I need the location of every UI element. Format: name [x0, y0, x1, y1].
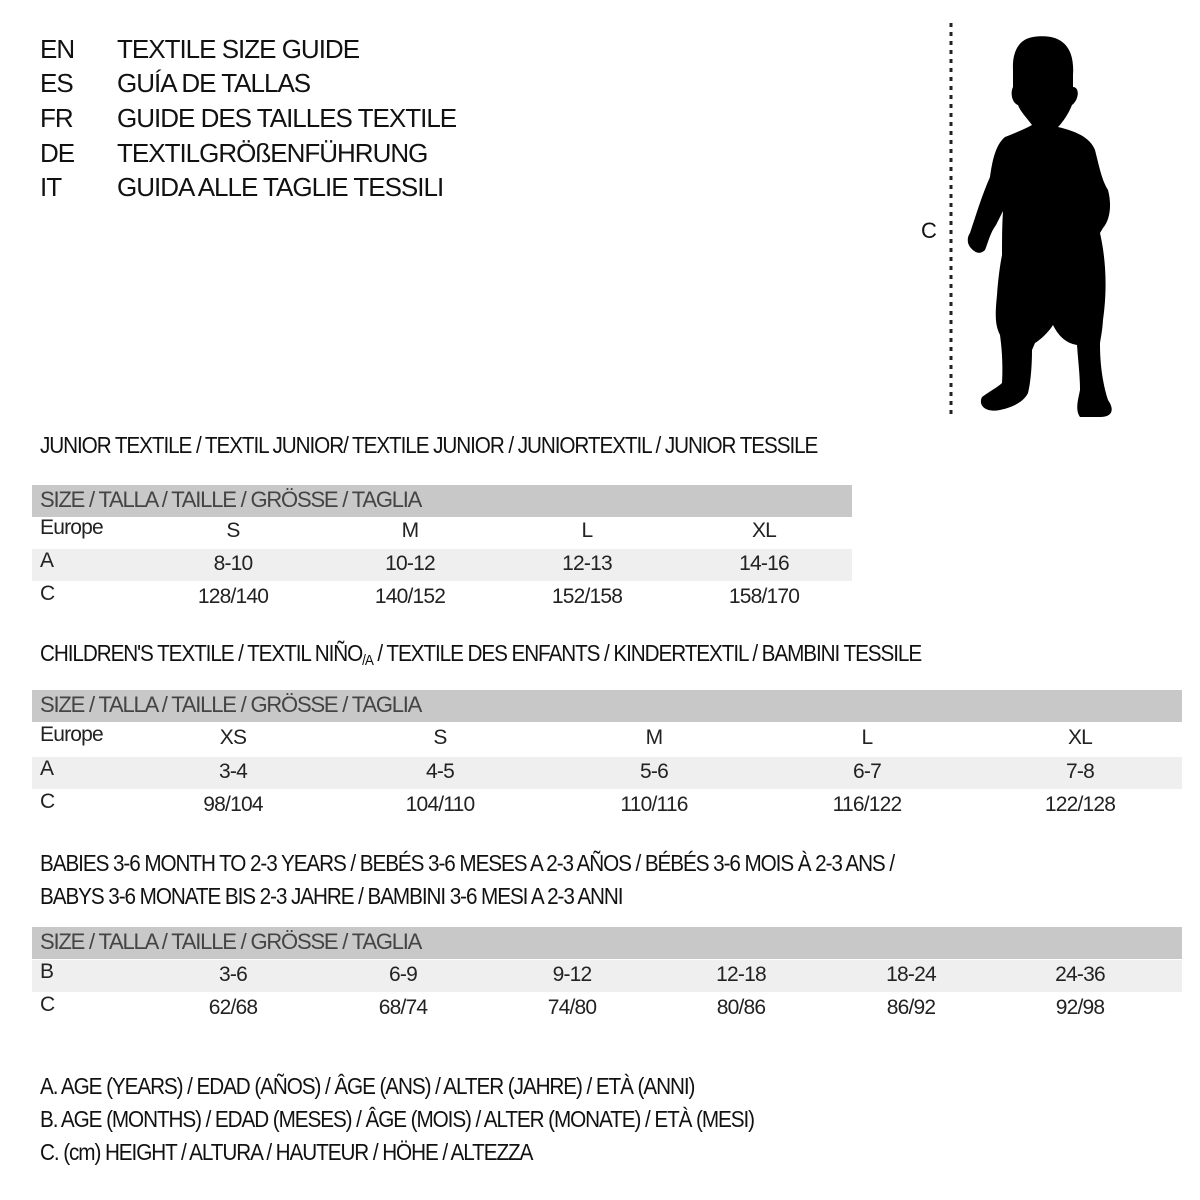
- table-cell: 110/116: [620, 793, 688, 816]
- table-cell: M: [645, 726, 663, 749]
- table-cell: M: [401, 519, 419, 542]
- size-header: SIZE / TALLA / TAILLE / GRÖSSE / TAGLIA: [40, 487, 422, 512]
- table-cell: 3-4: [219, 760, 248, 783]
- table-cell: 9-12: [552, 963, 593, 986]
- child-silhouette-icon: [949, 23, 1112, 418]
- size-header-bar: SIZE / TALLA / TAILLE / GRÖSSE / TAGLIA: [32, 485, 852, 517]
- table-cell: 104/110: [405, 793, 476, 816]
- row-label: Europe: [40, 516, 104, 539]
- legend-a: A. AGE (YEARS) / EDAD (AÑOS) / ÂGE (ANS)…: [40, 1073, 695, 1099]
- table-cell: 3-6: [219, 963, 248, 986]
- table-row: Europe S M L XL: [32, 516, 852, 548]
- table-cell: 158/170: [728, 585, 800, 608]
- lang-code: IT: [40, 172, 62, 202]
- table-cell: L: [581, 519, 594, 542]
- table-cell: 128/140: [197, 585, 269, 608]
- row-label: B: [40, 960, 54, 983]
- measure-label: C: [921, 218, 937, 243]
- table-row: B 3-6 6-9 9-12 12-18 18-24 24-36: [32, 960, 1182, 992]
- table-cell: 4-5: [426, 760, 455, 783]
- table-row: Europe XS S M L XL: [32, 723, 1182, 755]
- babies-title-line1: BABIES 3-6 MONTH TO 2-3 YEARS / BEBÉS 3-…: [40, 850, 895, 876]
- lang-title: TEXTILGRÖßENFÜHRUNG: [117, 138, 428, 168]
- table-cell: 98/104: [203, 793, 263, 816]
- children-title-sub: /A: [362, 652, 374, 669]
- lang-code: ES: [40, 68, 74, 98]
- table-cell: 18-24: [886, 963, 937, 986]
- children-title: CHILDREN'S TEXTILE / TEXTIL NIÑO/A / TEX…: [40, 640, 922, 669]
- size-header: SIZE / TALLA / TAILLE / GRÖSSE / TAGLIA: [40, 929, 422, 954]
- table-cell: 92/98: [1055, 996, 1105, 1019]
- table-row: A 8-10 10-12 12-13 14-16: [32, 549, 852, 581]
- table-cell: 140/152: [374, 585, 446, 608]
- table-row: C 98/104 104/110 110/116 116/122 122/128: [32, 790, 1182, 822]
- size-header-bar: SIZE / TALLA / TAILLE / GRÖSSE / TAGLIA: [32, 690, 1182, 722]
- lang-code: FR: [40, 103, 74, 133]
- row-label: C: [40, 582, 55, 605]
- table-cell: 152/158: [551, 585, 623, 608]
- table-cell: 122/128: [1044, 793, 1116, 816]
- table-cell: 80/86: [716, 996, 766, 1019]
- table-cell: XL: [1067, 726, 1093, 749]
- table-cell: S: [226, 519, 240, 542]
- table-cell: 74/80: [547, 996, 597, 1019]
- table-cell: 10-12: [385, 552, 436, 575]
- lang-code: DE: [40, 138, 75, 168]
- table-cell: 12-18: [716, 963, 767, 986]
- children-title-part: / TEXTILE DES ENFANTS / KINDERTEXTIL / B…: [372, 640, 922, 666]
- size-header: SIZE / TALLA / TAILLE / GRÖSSE / TAGLIA: [40, 692, 422, 717]
- row-label: A: [40, 757, 54, 780]
- table-row: C 128/140 140/152 152/158 158/170: [32, 582, 852, 614]
- table-cell: 12-13: [562, 552, 613, 575]
- junior-title: JUNIOR TEXTILE / TEXTIL JUNIOR/ TEXTILE …: [40, 432, 818, 458]
- table-cell: 8-10: [213, 552, 254, 575]
- table-cell: 68/74: [378, 996, 428, 1019]
- lang-title: GUÍA DE TALLAS: [117, 68, 311, 98]
- lang-code: EN: [40, 34, 75, 64]
- table-cell: 14-16: [739, 552, 790, 575]
- babies-title-line2: BABYS 3-6 MONATE BIS 2-3 JAHRE / BAMBINI…: [40, 883, 624, 909]
- table-cell: 6-9: [389, 963, 418, 986]
- table-cell: 24-36: [1055, 963, 1106, 986]
- table-cell: 62/68: [208, 996, 258, 1019]
- lang-title: GUIDA ALLE TAGLIE TESSILI: [117, 172, 444, 202]
- children-title-part: CHILDREN'S TEXTILE / TEXTIL NIÑO: [40, 640, 363, 666]
- table-cell: 6-7: [853, 760, 882, 783]
- table-cell: XL: [751, 519, 777, 542]
- legend-c: C. (cm) HEIGHT / ALTURA / HAUTEUR / HÖHE…: [40, 1139, 533, 1165]
- table-row: C 62/68 68/74 74/80 80/86 86/92 92/98: [32, 993, 1182, 1025]
- size-header-bar: SIZE / TALLA / TAILLE / GRÖSSE / TAGLIA: [32, 927, 1182, 959]
- row-label: Europe: [40, 723, 104, 746]
- table-cell: 86/92: [886, 996, 936, 1019]
- lang-title: TEXTILE SIZE GUIDE: [117, 34, 360, 64]
- legend-b: B. AGE (MONTHS) / EDAD (MESES) / ÂGE (MO…: [40, 1106, 755, 1132]
- row-label: C: [40, 993, 55, 1016]
- lang-title: GUIDE DES TAILLES TEXTILE: [117, 103, 457, 133]
- table-cell: XS: [219, 726, 247, 749]
- table-row: A 3-4 4-5 5-6 6-7 7-8: [32, 757, 1182, 789]
- row-label: C: [40, 790, 55, 813]
- table-cell: 116/122: [832, 793, 903, 816]
- table-cell: 5-6: [640, 760, 669, 783]
- row-label: A: [40, 549, 54, 572]
- table-cell: S: [433, 726, 447, 749]
- table-cell: L: [861, 726, 874, 749]
- table-cell: 7-8: [1066, 760, 1095, 783]
